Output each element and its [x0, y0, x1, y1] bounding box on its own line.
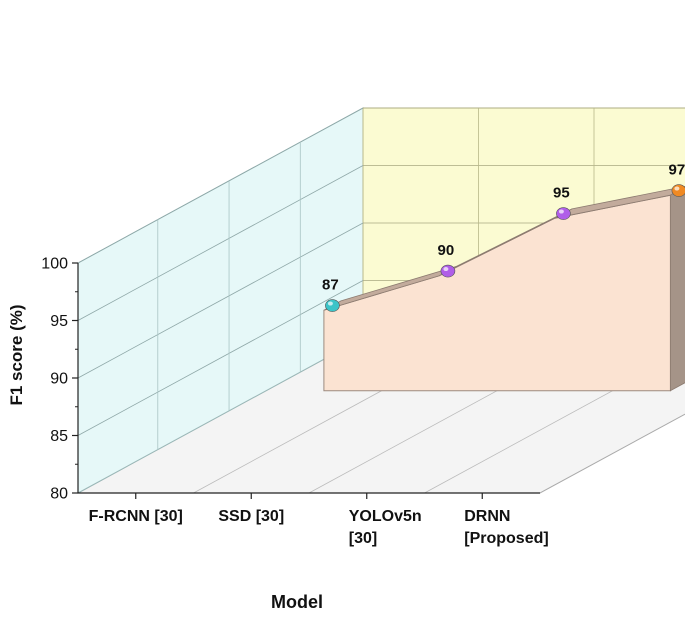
- x-tick-label: [Proposed]: [464, 530, 548, 547]
- data-label: 95: [553, 185, 570, 202]
- data-label: 97: [669, 162, 685, 179]
- y-tick-label: 85: [50, 428, 68, 445]
- data-label: 87: [322, 277, 339, 294]
- data-point-marker: [441, 265, 455, 277]
- x-tick-label: DRNN: [464, 508, 510, 525]
- y-tick-label: 80: [50, 486, 68, 503]
- data-point-highlight: [443, 267, 448, 271]
- data-point-marker: [672, 185, 685, 197]
- area-side-face: [670, 186, 685, 391]
- x-tick-label: [30]: [349, 530, 377, 547]
- data-label: 90: [438, 242, 455, 259]
- data-point-marker: [556, 208, 570, 220]
- data-point-highlight: [674, 187, 679, 191]
- data-point-highlight: [328, 302, 333, 306]
- x-tick-label: SSD [30]: [218, 508, 284, 525]
- y-tick-label: 90: [50, 371, 68, 388]
- y-tick-label: 100: [41, 256, 68, 273]
- data-point-highlight: [559, 210, 564, 214]
- data-point-marker: [325, 300, 339, 312]
- x-tick-label: F-RCNN [30]: [89, 508, 183, 525]
- x-axis-title: Model: [271, 592, 323, 612]
- y-axis-title: F1 score (%): [7, 304, 26, 405]
- y-tick-label: 95: [50, 313, 68, 330]
- x-tick-label: YOLOv5n: [349, 508, 422, 525]
